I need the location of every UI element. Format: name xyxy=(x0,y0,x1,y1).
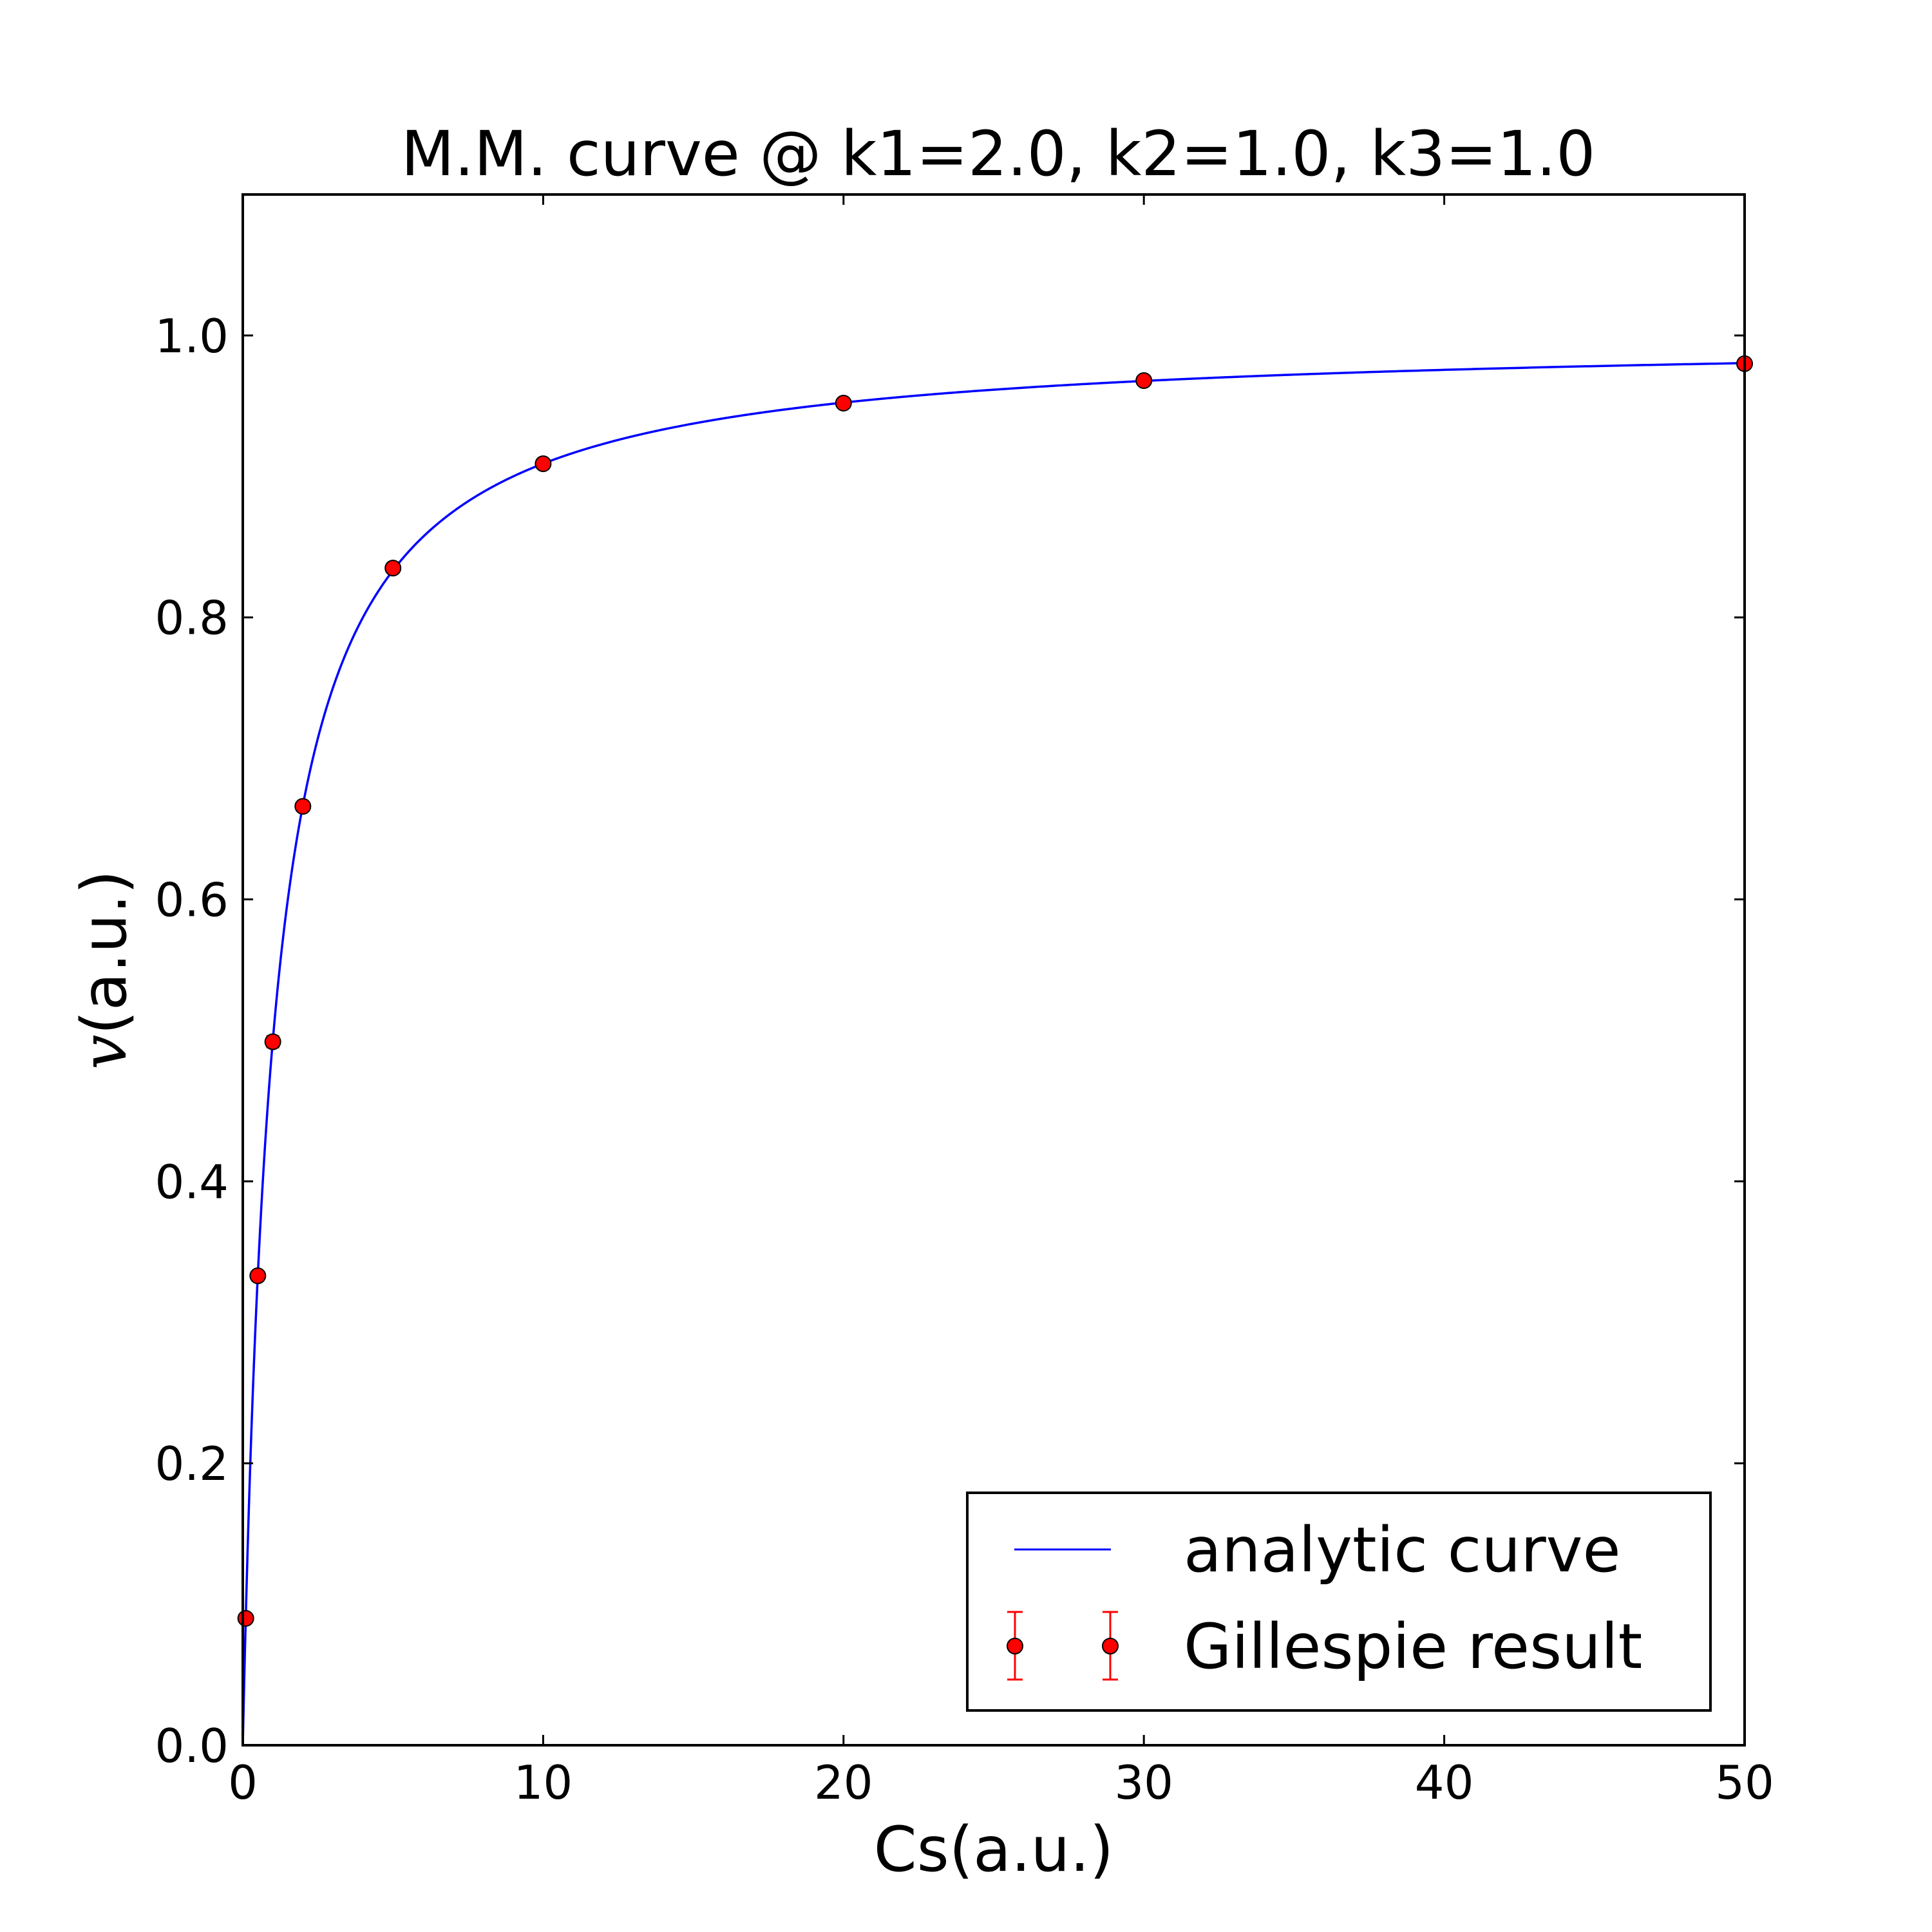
x-tick-label: 30 xyxy=(1114,1756,1173,1810)
legend-errorbar-left xyxy=(1007,1611,1023,1681)
gillespie-marker xyxy=(264,1033,281,1050)
plot-background xyxy=(243,194,1745,1745)
y-tick-label: 0.6 xyxy=(155,873,229,927)
gillespie-marker xyxy=(384,560,402,577)
y-axis-label-symbol: v xyxy=(68,1035,140,1070)
gillespie-marker xyxy=(249,1267,267,1285)
analytic-curve-line xyxy=(242,362,1745,1746)
y-tick-label: 0.0 xyxy=(155,1719,229,1773)
gillespie-marker xyxy=(835,394,852,412)
gillespie-point xyxy=(1135,372,1153,389)
y-axis: 0.0 0.2 0.4 0.6 0.8 1.0 xyxy=(155,309,1745,1773)
gillespie-point xyxy=(535,455,552,473)
legend-label-analytic-curve: analytic curve xyxy=(1184,1514,1621,1586)
y-axis-label-unit: (a.u.) xyxy=(68,870,140,1035)
x-tick-label: 50 xyxy=(1715,1756,1774,1810)
x-axis: 0 10 20 30 40 50 xyxy=(228,194,1774,1810)
legend: analytic curve Gillespie result xyxy=(966,1492,1712,1712)
y-tick-label: 0.8 xyxy=(155,591,229,645)
x-axis-label: Cs(a.u.) xyxy=(874,1814,1114,1886)
gillespie-point xyxy=(835,394,852,412)
chart-title: M.M. curve @ k1=2.0, k2=1.0, k3=1.0 xyxy=(401,118,1596,190)
plot-frame xyxy=(242,193,1746,1747)
legend-errorbar-right xyxy=(1102,1611,1119,1681)
plot-area xyxy=(237,193,1753,1747)
gillespie-marker xyxy=(294,798,312,815)
x-tick-label: 0 xyxy=(228,1756,258,1810)
x-tick-label: 40 xyxy=(1415,1756,1474,1810)
legend-frame xyxy=(966,1492,1712,1712)
gillespie-marker xyxy=(1135,372,1153,389)
gillespie-marker xyxy=(535,455,552,473)
gillespie-point xyxy=(294,798,312,815)
x-tick-label: 20 xyxy=(814,1756,873,1810)
y-tick-label: 1.0 xyxy=(155,309,229,363)
gillespie-marker xyxy=(237,1609,254,1627)
gillespie-point xyxy=(249,1267,267,1285)
y-tick-label: 0.4 xyxy=(155,1155,229,1209)
gillespie-point xyxy=(264,1033,281,1050)
y-axis-label: v(a.u.) xyxy=(68,870,140,1070)
legend-label-gillespie-result: Gillespie result xyxy=(1184,1611,1642,1683)
gillespie-point xyxy=(237,1609,254,1627)
y-tick-label: 0.2 xyxy=(155,1437,229,1491)
x-tick-label: 10 xyxy=(514,1756,573,1810)
legend-marker-swatch xyxy=(1007,1611,1119,1681)
gillespie-point xyxy=(384,560,402,577)
